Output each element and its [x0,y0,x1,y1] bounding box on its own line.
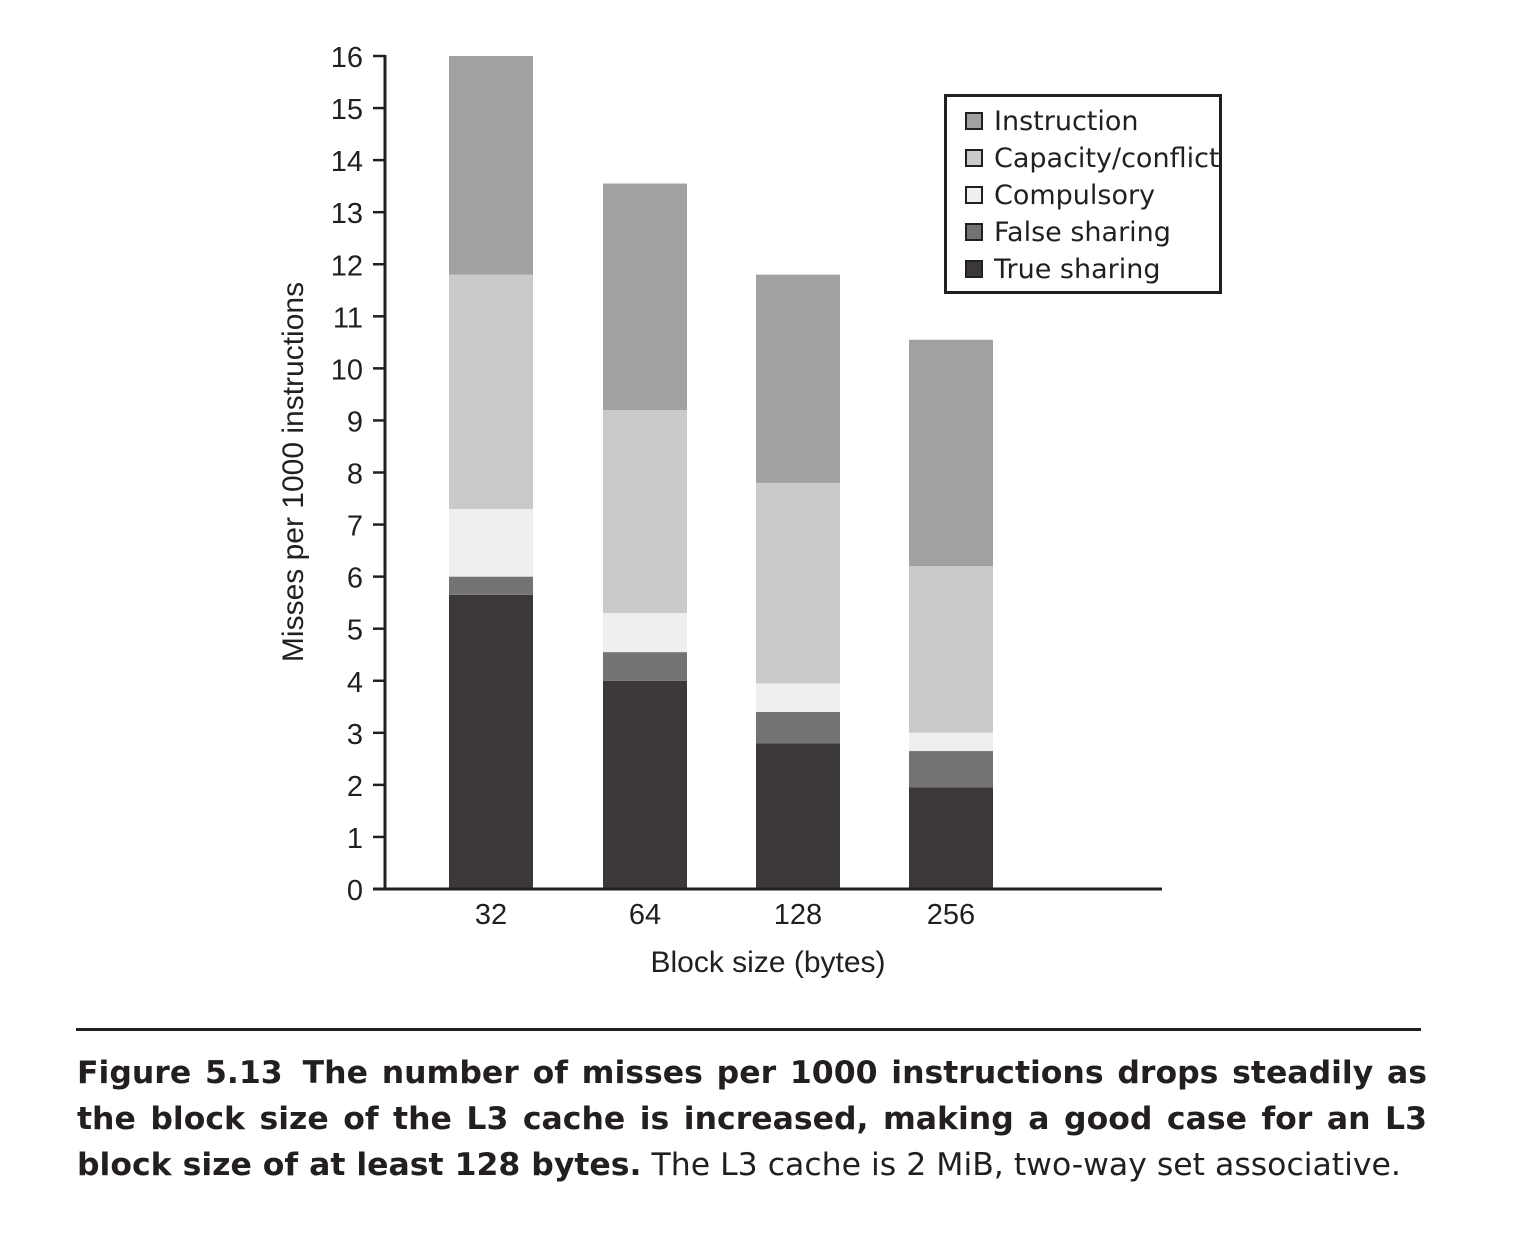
bar-segment-false-sharing-32 [449,576,533,595]
legend-box [944,94,1222,294]
y-tick-label: 9 [347,406,363,438]
x-axis-label: Block size (bytes) [650,946,885,979]
bar-segment-capacity-conflict-256 [909,566,993,733]
bar-segment-instruction-32 [449,56,533,275]
y-tick-label: 1 [347,823,363,855]
bar-segment-capacity-conflict-32 [449,274,533,509]
legend-swatch [965,260,983,278]
y-tick-label: 3 [347,719,363,751]
caption-plain-text: The L3 cache is 2 MiB, two-way set assoc… [651,1147,1401,1183]
x-tick-label: 256 [927,899,975,931]
y-tick-label: 6 [347,563,363,595]
legend-swatch [965,149,983,167]
bar-segment-compulsory-128 [756,683,840,712]
y-tick-label: 7 [347,511,363,543]
bar-segment-instruction-64 [603,183,687,411]
y-tick-label: 16 [331,42,363,74]
legend-entry-label: Compulsory [994,180,1155,211]
bar-segment-compulsory-256 [909,732,993,752]
bar-segment-instruction-128 [756,274,840,483]
bar-segment-capacity-conflict-128 [756,482,840,684]
y-tick-label: 2 [347,771,363,803]
legend-swatch [965,186,983,204]
legend-swatch [965,223,983,241]
bars-group [449,56,993,889]
bar-segment-true-sharing-64 [603,680,687,889]
legend: Instruction Capacity/conflict Compulsory Fa… [944,94,1222,294]
figure-label: Figure 5.13 [77,1055,283,1091]
y-axis-label: Misses per 1000 instructions [277,282,310,662]
y-tick-label: 15 [331,94,363,126]
legend-swatch [965,112,983,130]
x-axis: 32 64 128 256 [373,887,1162,931]
y-tick-label: 4 [347,667,363,699]
legend-entry-label: Instruction [994,106,1139,137]
y-tick-label: 14 [331,146,363,178]
caption-divider [76,1028,1421,1031]
legend-entry-label: True sharing [993,254,1161,285]
y-tick-label: 11 [333,302,363,334]
x-tick-label: 128 [774,899,822,931]
bar-segment-false-sharing-128 [756,711,840,744]
bar-segment-true-sharing-32 [449,594,533,889]
y-tick-label: 8 [347,459,363,491]
y-tick-label: 13 [331,198,363,230]
y-tick-label: 5 [347,615,363,647]
y-tick-label: 0 [347,875,363,907]
caption-bold-text: The number of misses per 1000 instructio… [77,1055,1427,1183]
bar-segment-capacity-conflict-64 [603,410,687,614]
bar-segment-true-sharing-128 [756,743,840,889]
legend-entry-label: Capacity/conflict [994,143,1220,174]
x-tick-label: 32 [475,899,507,931]
y-tick-label: 12 [331,250,363,282]
y-tick-label: 10 [331,354,363,386]
bar-segment-true-sharing-256 [909,787,993,889]
bar-segment-instruction-256 [909,339,993,567]
figure-caption: Figure 5.13 The number of misses per 1000… [77,1050,1427,1188]
legend-entry-label: False sharing [994,217,1171,248]
bar-segment-compulsory-64 [603,613,687,653]
x-tick-label: 64 [629,899,661,931]
bar-segment-compulsory-32 [449,508,533,577]
bar-segment-false-sharing-64 [603,652,687,681]
bar-segment-false-sharing-256 [909,751,993,788]
